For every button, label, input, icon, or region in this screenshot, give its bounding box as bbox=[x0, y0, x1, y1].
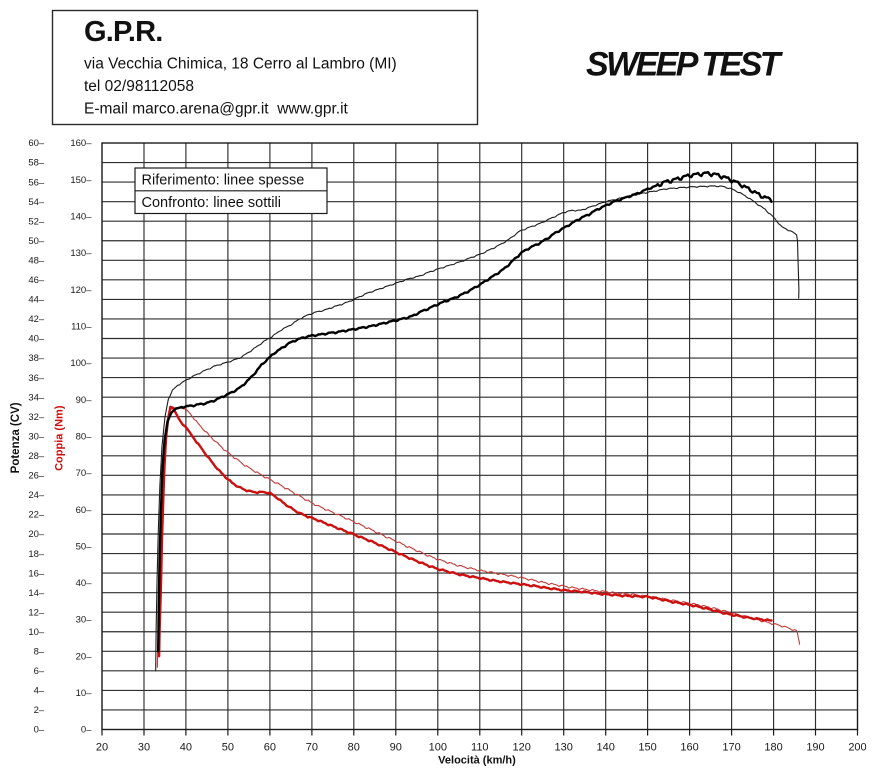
svg-text:14–: 14– bbox=[28, 588, 45, 599]
svg-text:36–: 36– bbox=[28, 373, 45, 384]
svg-text:160: 160 bbox=[680, 742, 698, 754]
svg-text:170: 170 bbox=[722, 742, 740, 754]
svg-text:200: 200 bbox=[848, 742, 866, 754]
svg-text:SWEEP TEST: SWEEP TEST bbox=[586, 46, 784, 84]
svg-text:140: 140 bbox=[597, 742, 615, 754]
svg-text:30: 30 bbox=[138, 742, 150, 754]
svg-text:6–: 6– bbox=[34, 666, 45, 677]
svg-text:38–: 38– bbox=[28, 353, 45, 364]
svg-text:40: 40 bbox=[180, 742, 192, 754]
svg-text:30–: 30– bbox=[76, 615, 93, 626]
svg-text:26–: 26– bbox=[28, 471, 45, 482]
svg-text:28–: 28– bbox=[28, 451, 45, 462]
svg-text:160–: 160– bbox=[70, 138, 92, 149]
svg-text:150–: 150– bbox=[70, 175, 92, 186]
svg-text:8–: 8– bbox=[34, 647, 45, 658]
svg-text:48–: 48– bbox=[28, 256, 45, 267]
svg-text:110–: 110– bbox=[71, 322, 92, 333]
svg-text:50: 50 bbox=[222, 742, 234, 754]
svg-text:0–: 0– bbox=[34, 725, 45, 736]
svg-text:4–: 4– bbox=[34, 686, 45, 697]
svg-text:80: 80 bbox=[348, 742, 360, 754]
svg-text:34–: 34– bbox=[28, 392, 45, 403]
svg-text:46–: 46– bbox=[28, 275, 45, 286]
svg-text:140–: 140– bbox=[70, 212, 92, 223]
svg-text:20: 20 bbox=[96, 742, 108, 754]
svg-text:190: 190 bbox=[806, 742, 824, 754]
svg-text:Velocità (km/h): Velocità (km/h) bbox=[438, 755, 516, 767]
svg-text:12–: 12– bbox=[28, 607, 45, 618]
svg-text:tel 02/98112058: tel 02/98112058 bbox=[84, 78, 194, 95]
svg-text:60: 60 bbox=[264, 742, 276, 754]
svg-text:50–: 50– bbox=[76, 541, 93, 552]
svg-text:Coppia (Nm): Coppia (Nm) bbox=[54, 405, 66, 471]
svg-text:50–: 50– bbox=[28, 236, 45, 247]
svg-text:30–: 30– bbox=[28, 431, 45, 442]
svg-text:20–: 20– bbox=[76, 651, 93, 662]
svg-text:22–: 22– bbox=[28, 510, 45, 521]
svg-text:130: 130 bbox=[555, 742, 573, 754]
svg-text:60–: 60– bbox=[76, 505, 93, 516]
svg-text:Riferimento: linee spesse: Riferimento: linee spesse bbox=[142, 173, 305, 189]
svg-text:32–: 32– bbox=[28, 412, 45, 423]
svg-text:180: 180 bbox=[764, 742, 782, 754]
svg-text:100–: 100– bbox=[70, 358, 92, 369]
svg-text:Confronto: linee sottili: Confronto: linee sottili bbox=[142, 195, 281, 211]
svg-text:0–: 0– bbox=[81, 725, 92, 736]
svg-text:52–: 52– bbox=[28, 216, 45, 227]
svg-text:110: 110 bbox=[471, 742, 489, 754]
svg-text:54–: 54– bbox=[28, 197, 45, 208]
svg-text:E-mail marco.arena@gpr.it www: E-mail marco.arena@gpr.it www.gpr.it bbox=[84, 100, 349, 117]
svg-text:100: 100 bbox=[429, 742, 447, 754]
svg-text:16–: 16– bbox=[28, 568, 45, 579]
svg-text:70–: 70– bbox=[76, 468, 93, 479]
svg-text:24–: 24– bbox=[28, 490, 45, 501]
svg-text:60–: 60– bbox=[28, 138, 45, 149]
svg-text:G.P.R.: G.P.R. bbox=[84, 16, 162, 48]
svg-text:58–: 58– bbox=[28, 158, 45, 169]
svg-text:130–: 130– bbox=[70, 248, 92, 259]
svg-text:2–: 2– bbox=[34, 705, 45, 716]
svg-text:10–: 10– bbox=[76, 688, 93, 699]
svg-text:10–: 10– bbox=[28, 627, 45, 638]
svg-text:120–: 120– bbox=[70, 285, 92, 296]
svg-text:18–: 18– bbox=[28, 549, 45, 560]
svg-text:40–: 40– bbox=[76, 578, 93, 589]
svg-text:120: 120 bbox=[513, 742, 531, 754]
svg-text:44–: 44– bbox=[28, 295, 45, 306]
svg-text:Potenza (CV): Potenza (CV) bbox=[10, 402, 22, 473]
svg-text:40–: 40– bbox=[28, 334, 45, 345]
svg-text:via Vecchia Chimica, 18 Cerro: via Vecchia Chimica, 18 Cerro al Lambro … bbox=[84, 56, 397, 73]
svg-text:80–: 80– bbox=[76, 431, 93, 442]
svg-text:70: 70 bbox=[306, 742, 318, 754]
svg-text:90–: 90– bbox=[76, 395, 93, 406]
svg-text:56–: 56– bbox=[28, 177, 45, 188]
svg-text:90: 90 bbox=[390, 742, 402, 754]
svg-text:42–: 42– bbox=[28, 314, 45, 325]
svg-text:150: 150 bbox=[638, 742, 656, 754]
svg-text:20–: 20– bbox=[28, 529, 45, 540]
